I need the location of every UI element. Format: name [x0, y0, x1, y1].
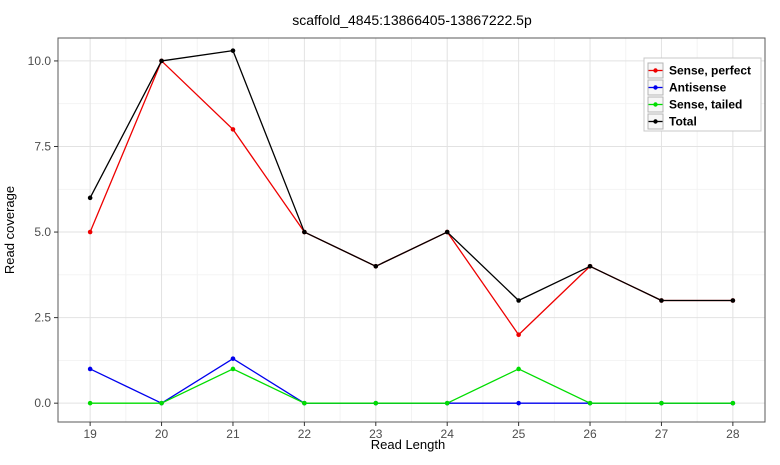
series-point-sense-perfect	[516, 332, 521, 338]
x-tick-label: 24	[441, 427, 455, 441]
y-tick-label: 5.0	[34, 225, 51, 239]
series-point-antisense	[516, 400, 521, 406]
legend-key-point	[653, 102, 658, 107]
series-point-total	[87, 195, 93, 201]
series-point-sense-tailed	[444, 400, 450, 406]
series-point-sense-tailed	[659, 400, 664, 406]
y-tick-label: 10.0	[28, 54, 52, 68]
legend-key-point	[653, 119, 658, 124]
y-axis-label: Read coverage	[2, 186, 17, 274]
legend-item-total: Total	[647, 113, 697, 130]
series-point-sense-tailed	[230, 366, 236, 372]
series-point-total	[230, 48, 236, 53]
series-point-antisense	[230, 356, 236, 361]
series-point-total	[516, 298, 521, 303]
x-tick-label: 19	[83, 427, 97, 441]
series-point-sense-tailed	[516, 366, 521, 372]
legend-item-antisense: Antisense	[647, 79, 727, 96]
series-point-total	[159, 58, 164, 64]
series-line-total	[89, 50, 733, 302]
legend: Sense, perfect Antisense Sense, tailed Tota…	[643, 57, 762, 132]
x-tick-label: 20	[155, 427, 169, 441]
series-point-total	[730, 298, 736, 303]
legend-item-label: Antisense	[669, 81, 727, 95]
series-point-total	[587, 263, 593, 269]
series-point-total	[302, 229, 307, 235]
panel-border	[57, 37, 766, 423]
legend-item-sense-perfect: Sense, perfect	[647, 62, 751, 79]
y-tick-label: 2.5	[34, 311, 51, 325]
series-point-sense-tailed	[373, 400, 379, 406]
x-tick-label: 27	[655, 427, 669, 441]
legend-item-label: Total	[669, 115, 697, 129]
series-point-sense-tailed	[587, 400, 593, 406]
x-axis-label: Read Length	[371, 437, 445, 452]
series-point-sense-tailed	[302, 400, 307, 406]
series-line-sense-tailed	[90, 368, 733, 404]
series-point-total	[373, 263, 379, 269]
x-tick-label: 25	[512, 427, 526, 441]
legend-key-point	[653, 68, 658, 73]
x-tick-label: 23	[369, 427, 383, 441]
series-point-sense-perfect	[230, 127, 236, 132]
series-point-total	[659, 298, 664, 303]
x-tick-label: 28	[726, 427, 740, 441]
legend-item-label: Sense, perfect	[669, 64, 751, 78]
series-point-antisense	[87, 366, 93, 372]
series-point-sense-tailed	[87, 400, 93, 406]
y-tick-label: 0.0	[34, 396, 51, 410]
series-point-sense-perfect	[87, 229, 93, 235]
chart-title: scaffold_4845:13866405-13867222.5p	[292, 12, 532, 28]
legend-key-point	[653, 85, 658, 90]
axes-layer: 19 20 21 22 23 24 25 26 27 28 0.0 2.5 5.0 7.5 10.0	[28, 37, 766, 441]
x-tick-label: 26	[583, 427, 597, 441]
series-layer	[87, 48, 736, 406]
series-point-total	[444, 229, 450, 235]
series-point-sense-tailed	[730, 400, 736, 406]
legend-item-label: Sense, tailed	[669, 98, 742, 112]
series-point-sense-tailed	[159, 400, 164, 406]
x-tick-label: 21	[226, 427, 240, 441]
x-tick-label: 22	[298, 427, 312, 441]
legend-item-sense-tailed: Sense, tailed	[647, 96, 742, 113]
y-tick-label: 7.5	[34, 139, 51, 153]
